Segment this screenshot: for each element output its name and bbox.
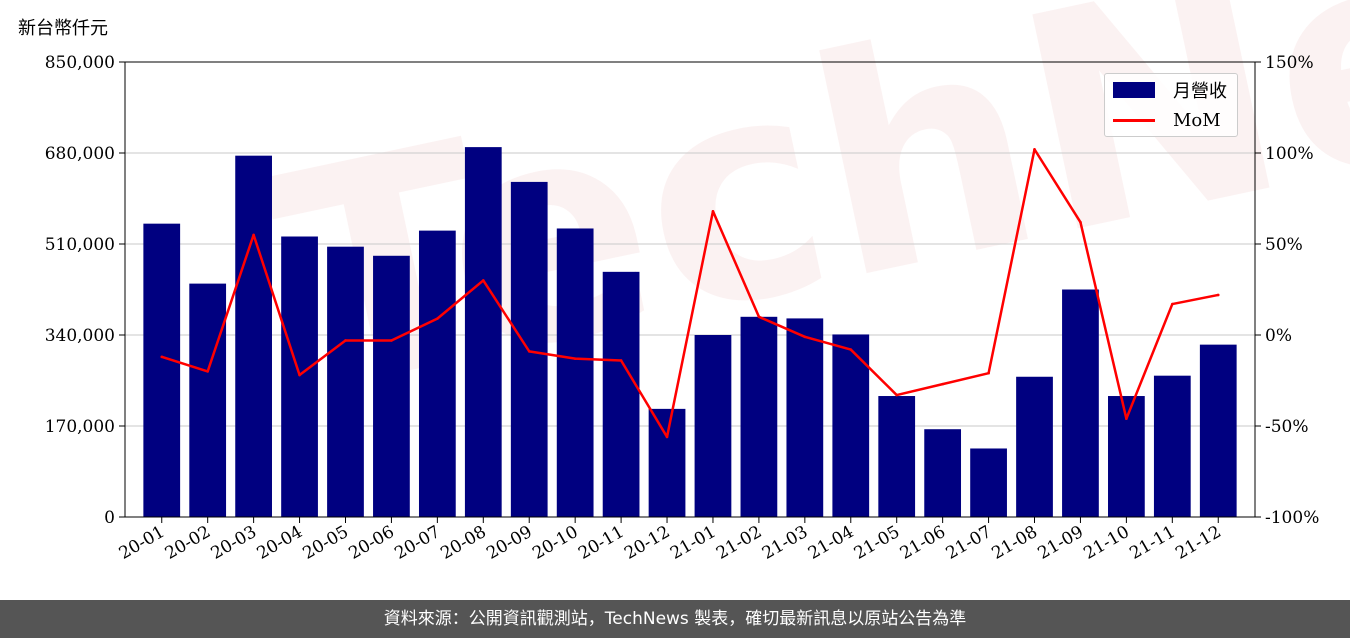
- mom-point: [160, 355, 164, 359]
- line-series: [160, 148, 1220, 439]
- bar: [740, 316, 778, 517]
- x-tick-label: 20-05: [300, 522, 352, 564]
- bar: [1199, 344, 1237, 517]
- plot-frame: [124, 61, 1256, 518]
- x-tick-label: 20-07: [391, 522, 443, 564]
- x-tick-label: 20-10: [529, 522, 581, 564]
- right-tick-label: 150%: [1265, 53, 1314, 73]
- bar: [1016, 376, 1053, 517]
- mom-point: [941, 382, 944, 386]
- y-axis-unit-label: 新台幣仟元: [18, 18, 108, 39]
- right-tick-label: 0%: [1265, 326, 1292, 346]
- right-y-axis: -100% -50% 0% 50% 100% 150%: [1255, 53, 1319, 528]
- legend-swatch-line: [1113, 118, 1155, 122]
- bar: [1153, 375, 1191, 517]
- bar: [143, 223, 181, 518]
- mom-point: [665, 435, 669, 439]
- chart: 0 170,000 340,000 510,000 680,000 850,000 -10…: [45, 53, 1320, 564]
- x-tick-label: 20-09: [483, 522, 535, 564]
- left-tick-label: 170,000: [45, 417, 115, 437]
- x-tick-label: 20-12: [621, 522, 673, 564]
- mom-point: [206, 370, 209, 373]
- right-tick-label: 100%: [1265, 144, 1314, 164]
- mom-point: [481, 279, 485, 282]
- mom-point: [1079, 220, 1082, 224]
- legend-label-revenue: 月營收: [1173, 81, 1227, 102]
- mom-point: [757, 315, 761, 319]
- left-tick-label: 340,000: [45, 326, 115, 346]
- x-tick-label: 20-04: [254, 522, 306, 564]
- mom-point: [1216, 293, 1220, 297]
- x-tick-label: 21-09: [1034, 522, 1086, 564]
- right-tick-label: -100%: [1265, 508, 1319, 528]
- bar: [418, 230, 456, 517]
- right-tick-label: -50%: [1265, 417, 1309, 437]
- bar: [786, 318, 824, 517]
- bar: [556, 228, 594, 517]
- x-tick-label: 21-10: [1080, 522, 1132, 564]
- x-tick-label: 21-12: [1172, 522, 1224, 564]
- source-footer: 資料來源：公開資訊觀測站，TechNews 製表，確切最新訊息以原站公告為準: [0, 600, 1350, 638]
- x-tick-label: 20-02: [162, 522, 214, 564]
- mom-point: [298, 373, 301, 377]
- x-tick-label: 20-03: [208, 522, 260, 564]
- x-axis: 20-0120-0220-0320-0420-0520-0620-0720-08…: [116, 517, 1225, 564]
- mom-point: [1125, 417, 1128, 421]
- x-tick-label: 21-02: [713, 522, 765, 564]
- legend-item-mom: MoM: [1113, 108, 1221, 132]
- mom-line: [161, 148, 1219, 439]
- bar: [235, 155, 272, 518]
- legend-swatch-bar: [1113, 82, 1155, 98]
- bar: [1062, 289, 1099, 517]
- x-tick-label: 21-01: [667, 522, 719, 564]
- legend: 月營收 MoM: [1104, 73, 1238, 137]
- x-tick-label: 21-08: [989, 522, 1041, 564]
- bar: [878, 396, 916, 517]
- x-tick-label: 21-05: [851, 522, 903, 564]
- mom-point: [344, 339, 347, 342]
- mom-point: [1033, 148, 1036, 151]
- left-tick-label: 850,000: [45, 53, 115, 73]
- bar: [189, 283, 227, 517]
- x-tick-label: 20-01: [116, 522, 168, 564]
- mom-point: [1171, 302, 1174, 306]
- bar: [327, 246, 364, 518]
- legend-label-mom: MoM: [1173, 109, 1221, 131]
- right-tick-label: 50%: [1265, 235, 1303, 255]
- x-tick-label: 20-08: [437, 522, 489, 564]
- x-tick-label: 21-04: [805, 522, 857, 564]
- bar: [832, 334, 870, 517]
- mom-point: [436, 317, 439, 320]
- mom-point: [527, 350, 531, 353]
- x-tick-label: 20-06: [345, 522, 397, 564]
- left-tick-label: 0: [104, 508, 115, 528]
- legend-item-revenue: 月營收: [1113, 78, 1227, 102]
- mom-point: [390, 339, 393, 342]
- left-tick-label: 510,000: [45, 235, 115, 255]
- bar-series: [143, 147, 1237, 518]
- x-tick-label: 21-03: [759, 522, 811, 564]
- x-tick-label: 21-07: [943, 522, 995, 564]
- x-tick-label: 20-11: [575, 522, 627, 564]
- bar: [924, 429, 962, 517]
- mom-point: [573, 357, 577, 360]
- bar: [464, 147, 502, 518]
- bar: [281, 236, 318, 517]
- x-tick-label: 21-11: [1126, 522, 1178, 564]
- x-tick-label: 21-06: [897, 522, 949, 564]
- mom-point: [849, 348, 853, 351]
- bar: [970, 448, 1007, 517]
- bar: [602, 271, 640, 517]
- mom-point: [987, 371, 990, 375]
- bar: [373, 255, 410, 517]
- mom-point: [803, 335, 807, 339]
- mom-point: [619, 359, 623, 362]
- mom-point: [711, 209, 715, 213]
- bar: [694, 335, 732, 517]
- mom-point: [895, 393, 899, 397]
- mom-point: [252, 233, 255, 237]
- left-y-axis: 0 170,000 340,000 510,000 680,000 850,000: [45, 53, 125, 528]
- left-tick-label: 680,000: [45, 144, 115, 164]
- bar: [648, 408, 686, 517]
